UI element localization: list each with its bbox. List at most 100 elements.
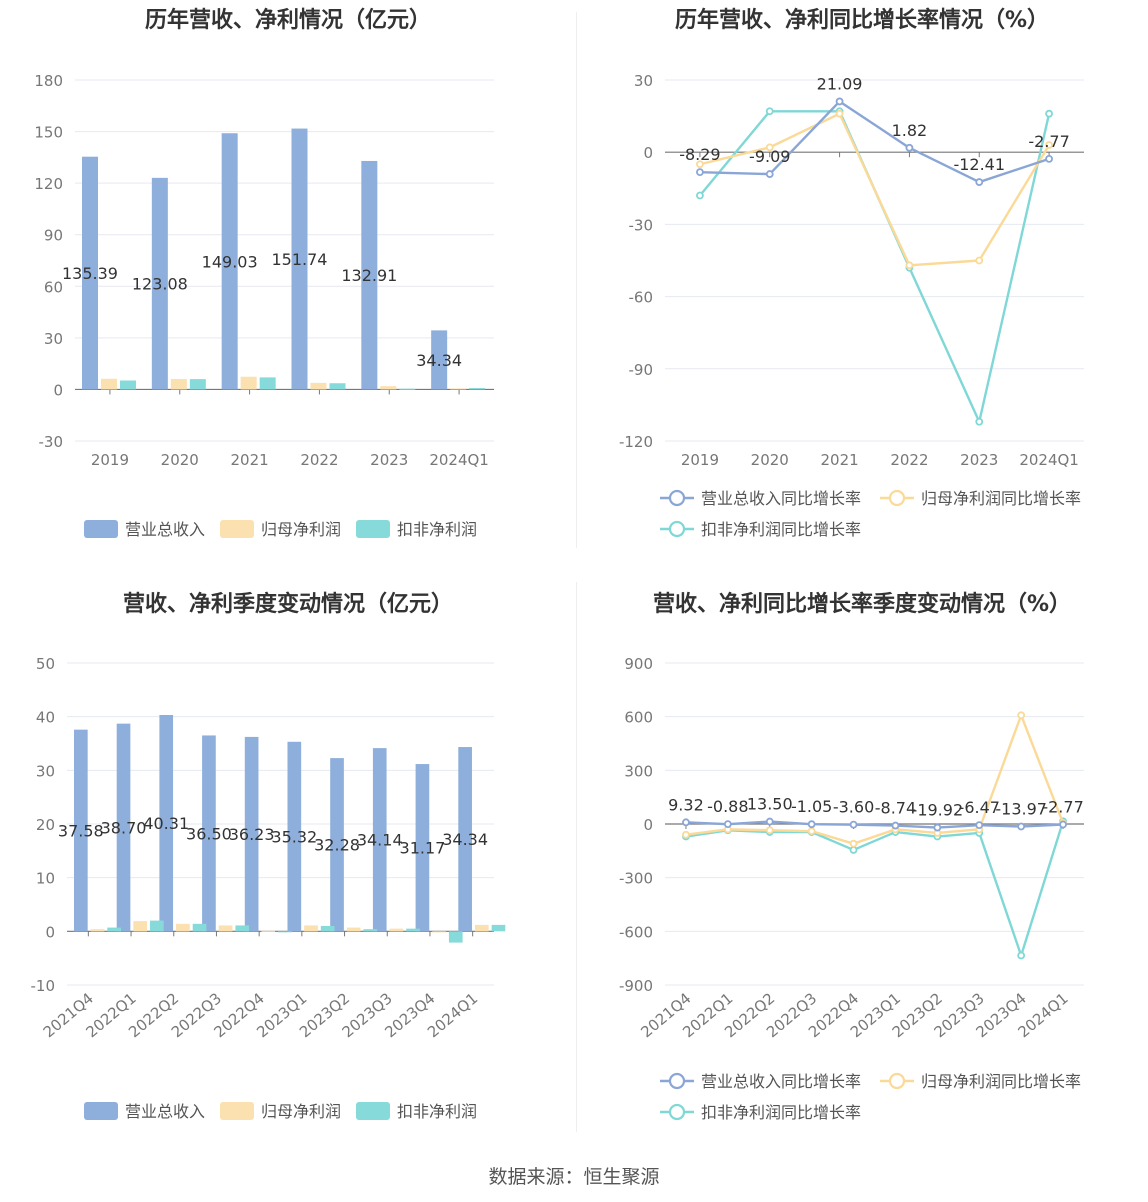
series-point	[765, 143, 774, 152]
legend-swatch-marker	[668, 520, 686, 538]
bar-deducted-profit	[329, 383, 346, 390]
bar-deducted-profit	[120, 380, 136, 390]
series-point	[1045, 154, 1053, 163]
series-line-1	[699, 112, 1051, 267]
bar-parent-profit	[310, 382, 327, 390]
bar-deducted-profit	[192, 923, 207, 932]
growth-value-label: -13.97	[995, 799, 1047, 818]
bar-deducted-profit	[320, 925, 335, 932]
bar-deducted-profit	[399, 388, 416, 390]
revenue-value-label: 35.32	[271, 828, 317, 847]
legend-swatch	[356, 1102, 390, 1120]
bar-parent-profit	[90, 929, 105, 932]
bar-revenue	[287, 741, 302, 932]
legend-swatch	[84, 1102, 118, 1120]
y-tick-label: 20	[36, 816, 55, 834]
series-point	[807, 827, 816, 836]
bar-parent-profit	[261, 930, 276, 932]
x-tick-label: 2021	[820, 451, 858, 469]
legend-label: 扣非净利润同比增长率	[701, 520, 861, 539]
y-tick-label: 30	[44, 330, 63, 348]
annual-growth-chart: 历年营收、净利同比增长率情况（%） 30 0 -30 -60 -90 -120 2019 20…	[576, 0, 1148, 560]
chart-title: 历年营收、净利同比增长率情况（%）	[674, 8, 1050, 33]
bar-revenue	[221, 133, 238, 390]
y-tick-label: 120	[34, 175, 63, 193]
bar-deducted-profit	[235, 925, 250, 932]
x-tick-label: 2020	[161, 451, 199, 469]
revenue-value-label: 36.23	[229, 825, 275, 844]
revenue-value-label: 123.08	[132, 275, 188, 294]
bar-deducted-profit	[491, 924, 506, 932]
growth-value-label: -9.09	[749, 147, 790, 166]
quarterly-revenue-profit-chart: 营收、净利季度变动情况（亿元） 50 40 30 20 10 0 -10 2021Q4 2022…	[0, 584, 576, 1144]
y-tick-label: 600	[624, 709, 653, 727]
series-line-0	[699, 100, 1050, 184]
x-tick-label: 2024Q1	[429, 451, 489, 469]
revenue-value-label: 34.34	[442, 830, 488, 849]
data-source-note: 数据来源：恒生聚源	[488, 1166, 660, 1188]
legend-label: 扣非净利润	[397, 520, 477, 539]
y-tick-label: 0	[643, 816, 653, 834]
series-point	[696, 191, 704, 200]
x-tick-label: 2024Q1	[1019, 451, 1079, 469]
revenue-value-label: 132.91	[341, 266, 397, 285]
y-tick-label: -30	[629, 216, 654, 234]
bar-deducted-profit	[363, 929, 378, 932]
annual-revenue-profit-chart: 历年营收、净利情况（亿元） 180 150 120 90 60 30 0 -30 2019 202…	[0, 0, 576, 560]
series-point	[835, 109, 844, 118]
series-point	[905, 143, 914, 152]
series-point	[1045, 109, 1053, 118]
y-tick-label: 0	[53, 381, 63, 399]
revenue-value-label: 31.17	[400, 839, 446, 858]
bar-revenue	[431, 330, 448, 390]
bar-deducted-profit	[107, 927, 121, 932]
growth-value-label: 13.50	[747, 795, 793, 814]
x-tick-label: 2019	[681, 451, 719, 469]
x-tick-label: 2020	[751, 451, 789, 469]
bar-parent-profit	[474, 924, 489, 932]
revenue-value-label: 135.39	[62, 264, 118, 283]
legend-swatch-marker	[668, 489, 686, 507]
quarterly-growth-chart: 营收、净利同比增长率季度变动情况（%） 900 600 300 0 -300 -600 -9…	[576, 584, 1148, 1144]
bar-parent-profit	[389, 928, 404, 932]
bar-parent-profit	[218, 925, 233, 932]
legend-label: 归母净利润	[261, 1102, 341, 1121]
bar-revenue	[372, 748, 387, 932]
growth-value-label: -12.41	[953, 155, 1005, 174]
bar-revenue	[202, 735, 216, 932]
series-line-1	[685, 714, 1065, 845]
y-tick-label: 10	[36, 870, 55, 888]
legend-swatch-marker	[888, 489, 906, 507]
y-tick-label: 30	[36, 762, 55, 780]
y-tick-label: 150	[34, 124, 63, 142]
legend-swatch-marker	[888, 1072, 906, 1090]
bar-parent-profit	[380, 386, 397, 390]
legend-swatch	[220, 1102, 254, 1120]
growth-value-label: -0.88	[707, 797, 748, 816]
legend-label: 营业总收入同比增长率	[701, 1072, 861, 1091]
revenue-value-label: 151.74	[272, 250, 328, 269]
panel-divider-bottom	[576, 582, 577, 1132]
legend-label: 归母净利润同比增长率	[921, 489, 1081, 508]
growth-value-label: -2.77	[1028, 132, 1069, 151]
series-point	[1017, 822, 1026, 831]
legend-label: 归母净利润	[261, 520, 341, 539]
bar-revenue	[415, 764, 430, 932]
bar-revenue	[244, 736, 259, 932]
chart-title: 营收、净利同比增长率季度变动情况（%）	[652, 592, 1072, 617]
y-tick-label: 60	[44, 278, 63, 296]
x-tick-label: 2022	[300, 451, 338, 469]
bar-deducted-profit	[189, 379, 206, 390]
bar-revenue	[361, 160, 378, 390]
revenue-value-label: 34.34	[416, 351, 462, 370]
bar-parent-profit	[133, 921, 148, 932]
revenue-value-label: 32.28	[314, 836, 360, 855]
series-point	[1017, 711, 1026, 720]
growth-value-label: -1.05	[791, 797, 832, 816]
legend-swatch	[356, 520, 390, 538]
quarterly-growth-plot: 9006003000-300-600-9002021Q42022Q12022Q2…	[619, 655, 1084, 1122]
y-tick-label: 180	[34, 72, 63, 90]
growth-value-label: -6.47	[959, 798, 1000, 817]
bar-parent-profit	[101, 378, 117, 390]
series-point	[905, 261, 914, 270]
